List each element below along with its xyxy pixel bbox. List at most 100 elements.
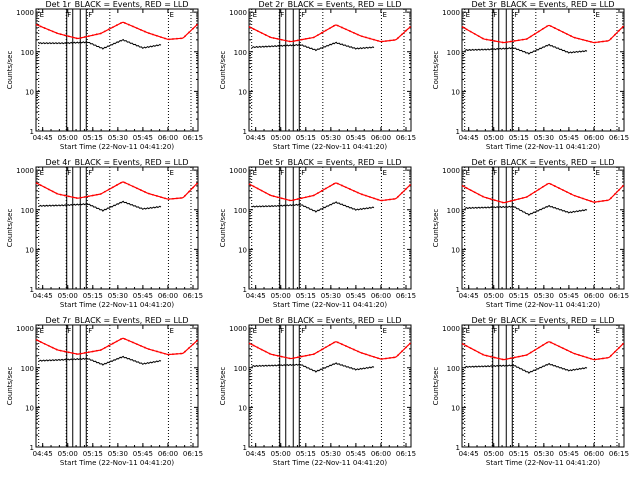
lld-point (393, 198, 395, 200)
lld-point (545, 341, 548, 344)
lld-point (561, 347, 564, 350)
lld-point (377, 357, 379, 360)
y-tick-label: 10 (25, 246, 34, 254)
lld-point (561, 189, 564, 191)
flag-label: F (301, 327, 305, 335)
lld-point (39, 184, 42, 187)
lld-point (557, 29, 560, 31)
lld-point (172, 197, 174, 200)
lld-point (300, 197, 303, 200)
flag-label: F (301, 11, 305, 19)
lld-point (260, 32, 263, 34)
x-tick-label: 05:15 (83, 134, 103, 142)
y-axis-label: Counts/sec (6, 209, 14, 248)
x-tick-label: 05:45 (133, 450, 153, 458)
lld-point (582, 355, 584, 358)
lld-point (618, 189, 620, 191)
lld-point (284, 356, 287, 359)
lld-point (365, 194, 367, 197)
lld-point (184, 194, 186, 197)
lld-point (256, 346, 259, 349)
lld-point (598, 358, 600, 360)
lld-point (248, 342, 251, 345)
lld-point (469, 189, 472, 192)
lld-point (332, 341, 335, 344)
lld-point (578, 196, 580, 199)
x-tick-label: 04:45 (246, 450, 266, 458)
lld-point (578, 354, 580, 356)
flag-label: E (382, 11, 386, 19)
lld-point (529, 351, 532, 354)
chart-panel-7: Det 7r_BLACK = Events, RED = LLD 1 10 100 10… (6, 316, 203, 467)
lld-point (590, 357, 592, 360)
lld-point (316, 350, 319, 353)
lld-point (148, 32, 150, 35)
lld-point (276, 354, 279, 357)
lld-point (127, 23, 130, 26)
lld-point (477, 35, 480, 38)
x-tick-label: 06:00 (371, 292, 391, 300)
flag-label: E (382, 327, 386, 335)
x-tick-label: 04:45 (246, 134, 266, 142)
x-tick-label: 05:00 (58, 450, 78, 458)
lld-point (381, 358, 383, 360)
lld-point (296, 356, 299, 359)
lld-point (332, 183, 335, 185)
lld-point (131, 25, 134, 28)
y-tick-label: 1 (456, 286, 460, 294)
lld-point (35, 182, 38, 185)
lld-point (168, 198, 170, 200)
lld-point (156, 350, 158, 353)
lld-point (569, 351, 572, 353)
lld-point (168, 38, 170, 41)
x-tick-label: 06:00 (158, 292, 178, 300)
lld-point (156, 34, 158, 37)
lld-point (614, 350, 616, 353)
lld-point (324, 346, 327, 349)
lld-point (489, 39, 492, 42)
flag-label: F (493, 327, 497, 335)
lld-point (574, 352, 576, 355)
x-tick-label: 05:45 (133, 292, 153, 300)
lld-point (385, 357, 387, 360)
y-tick-label: 1000 (442, 9, 460, 17)
lld-point (610, 197, 612, 200)
y-tick-label: 100 (447, 49, 460, 57)
lld-point (352, 189, 355, 192)
chart-panel-3: Det 3r_BLACK = Events, RED = LLD 1 10 100 10… (432, 0, 629, 151)
lld-point (304, 354, 307, 357)
lld-point (87, 195, 90, 198)
x-tick-label: 06:15 (396, 292, 416, 300)
x-tick-label: 06:00 (158, 134, 178, 142)
lld-point (328, 344, 331, 346)
flag-label: E (466, 327, 470, 335)
lld-point (59, 33, 62, 36)
chart-title: Det 8r_BLACK = Events, RED = LLD (258, 316, 401, 325)
lld-point (103, 346, 106, 349)
lld-point (304, 37, 307, 40)
lld-point (336, 182, 339, 185)
lld-point (127, 183, 130, 186)
lld-point (192, 343, 194, 346)
lld-point (513, 356, 516, 359)
lld-point (356, 33, 359, 36)
lld-point (99, 193, 102, 195)
x-tick-label: 06:15 (183, 450, 203, 458)
lld-point (340, 343, 343, 346)
lld-point (521, 354, 524, 357)
lld-point (473, 32, 476, 35)
lld-point (610, 37, 612, 40)
lld-point (296, 39, 299, 42)
lld-point (55, 348, 58, 351)
flag-label: E (253, 11, 257, 19)
lld-point (561, 31, 564, 33)
lld-point (365, 36, 367, 39)
lld-point (618, 29, 620, 32)
lld-point (143, 191, 146, 193)
lld-point (389, 39, 391, 42)
lld-point (304, 196, 307, 199)
lld-point (196, 23, 198, 26)
lld-point (284, 39, 287, 42)
lld-point (344, 345, 347, 347)
